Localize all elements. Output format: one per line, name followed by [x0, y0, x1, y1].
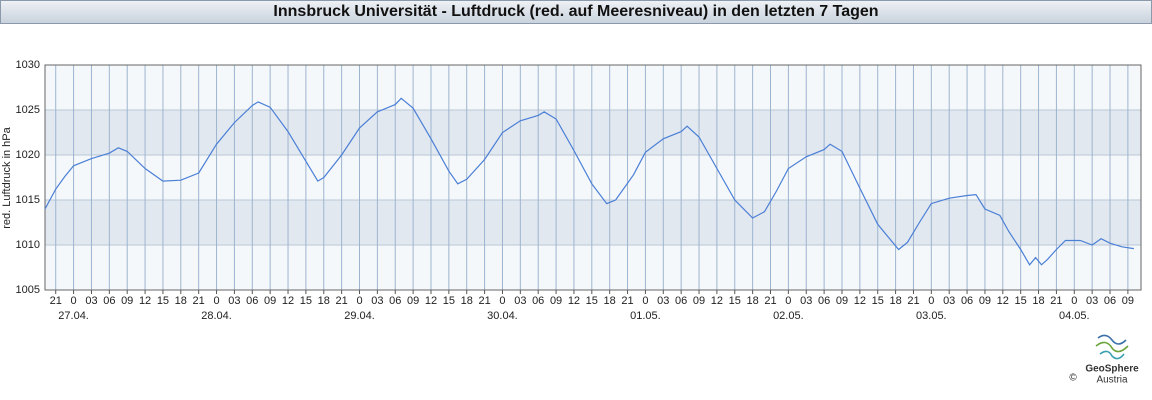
x-tick-label: 0 [499, 295, 505, 307]
x-tick-label: 12 [568, 295, 580, 307]
x-tick-label: 21 [1050, 295, 1062, 307]
y-tick-label: 1015 [16, 194, 40, 206]
x-tick-label: 03 [1086, 295, 1098, 307]
brand-sub: Austria [1096, 375, 1128, 386]
x-tick-label: 0 [213, 295, 219, 307]
x-tick-label: 12 [282, 295, 294, 307]
x-tick-label: 0 [642, 295, 648, 307]
x-tick-label: 03 [657, 295, 669, 307]
x-tick-label: 03 [228, 295, 240, 307]
copyright: © [1069, 373, 1077, 384]
x-tick-label: 12 [425, 295, 437, 307]
brand: GeoSphere [1085, 364, 1139, 375]
x-tick-label: 06 [675, 295, 687, 307]
logo-swirl [1099, 350, 1125, 360]
y-tick-label: 1030 [16, 59, 40, 71]
logo [1095, 334, 1129, 360]
x-tick-label: 21 [193, 295, 205, 307]
x-tick-label: 09 [121, 295, 133, 307]
y-tick-label: 1020 [16, 149, 40, 161]
x-tick-label: 09 [1122, 295, 1134, 307]
x-tick-label: 15 [300, 295, 312, 307]
x-tick-label: 06 [103, 295, 115, 307]
band [45, 200, 1141, 245]
x-tick-label: 21 [336, 295, 348, 307]
plot-area [45, 65, 1141, 290]
y-tick-label: 1005 [16, 284, 40, 296]
band [45, 110, 1141, 155]
x-tick-label: 15 [157, 295, 169, 307]
x-tick-label: 0 [928, 295, 934, 307]
x-tick-label: 21 [907, 295, 919, 307]
x-tick-label: 21 [50, 295, 62, 307]
x-tick-label: 15 [1015, 295, 1027, 307]
y-tick-label: 1025 [16, 104, 40, 116]
x-tick-label: 15 [872, 295, 884, 307]
y-tick-label: 1010 [16, 239, 40, 251]
date-label: 27.04. [58, 310, 89, 322]
x-tick-label: 09 [979, 295, 991, 307]
x-tick-label: 03 [514, 295, 526, 307]
x-tick-label: 09 [407, 295, 419, 307]
x-tick-label: 12 [997, 295, 1009, 307]
date-label: 30.04. [487, 310, 518, 322]
x-tick-label: 18 [747, 295, 759, 307]
x-tick-label: 0 [356, 295, 362, 307]
x-tick-label: 18 [604, 295, 616, 307]
x-tick-label: 06 [961, 295, 973, 307]
x-tick-label: 09 [693, 295, 705, 307]
x-tick-label: 0 [71, 295, 77, 307]
x-tick-label: 0 [1071, 295, 1077, 307]
x-tick-label: 18 [318, 295, 330, 307]
x-tick-label: 0 [785, 295, 791, 307]
x-tick-label: 06 [389, 295, 401, 307]
x-tick-label: 18 [461, 295, 473, 307]
x-tick-label: 03 [85, 295, 97, 307]
x-tick-label: 15 [443, 295, 455, 307]
x-tick-label: 06 [532, 295, 544, 307]
date-label: 28.04. [201, 310, 232, 322]
x-tick-label: 12 [854, 295, 866, 307]
date-label: 02.05. [773, 310, 804, 322]
x-tick-label: 09 [264, 295, 276, 307]
x-tick-label: 12 [139, 295, 151, 307]
x-tick-label: 12 [711, 295, 723, 307]
x-tick-label: 18 [1032, 295, 1044, 307]
x-tick-label: 15 [729, 295, 741, 307]
logo-swirl [1097, 334, 1127, 345]
x-tick-label: 03 [371, 295, 383, 307]
chart-title: Innsbruck Universität - Luftdruck (red. … [0, 0, 1152, 24]
x-tick-label: 21 [764, 295, 776, 307]
x-tick-label: 21 [621, 295, 633, 307]
x-tick-label: 09 [550, 295, 562, 307]
x-tick-label: 21 [478, 295, 490, 307]
x-tick-label: 03 [800, 295, 812, 307]
y-axis-label: red. Luftdruck in hPa [1, 126, 13, 228]
date-label: 03.05. [916, 310, 947, 322]
x-tick-label: 06 [818, 295, 830, 307]
plot-frame [44, 64, 1142, 291]
logo-swirl [1095, 341, 1129, 353]
x-tick-label: 03 [943, 295, 955, 307]
line-series [44, 97, 1134, 266]
x-tick-label: 09 [836, 295, 848, 307]
x-tick-label: 18 [889, 295, 901, 307]
x-tick-label: 18 [175, 295, 187, 307]
date-label: 04.05. [1059, 310, 1090, 322]
date-label: 01.05. [630, 310, 661, 322]
date-label: 29.04. [344, 310, 375, 322]
x-tick-label: 06 [246, 295, 258, 307]
x-tick-label: 06 [1104, 295, 1116, 307]
x-tick-label: 15 [586, 295, 598, 307]
